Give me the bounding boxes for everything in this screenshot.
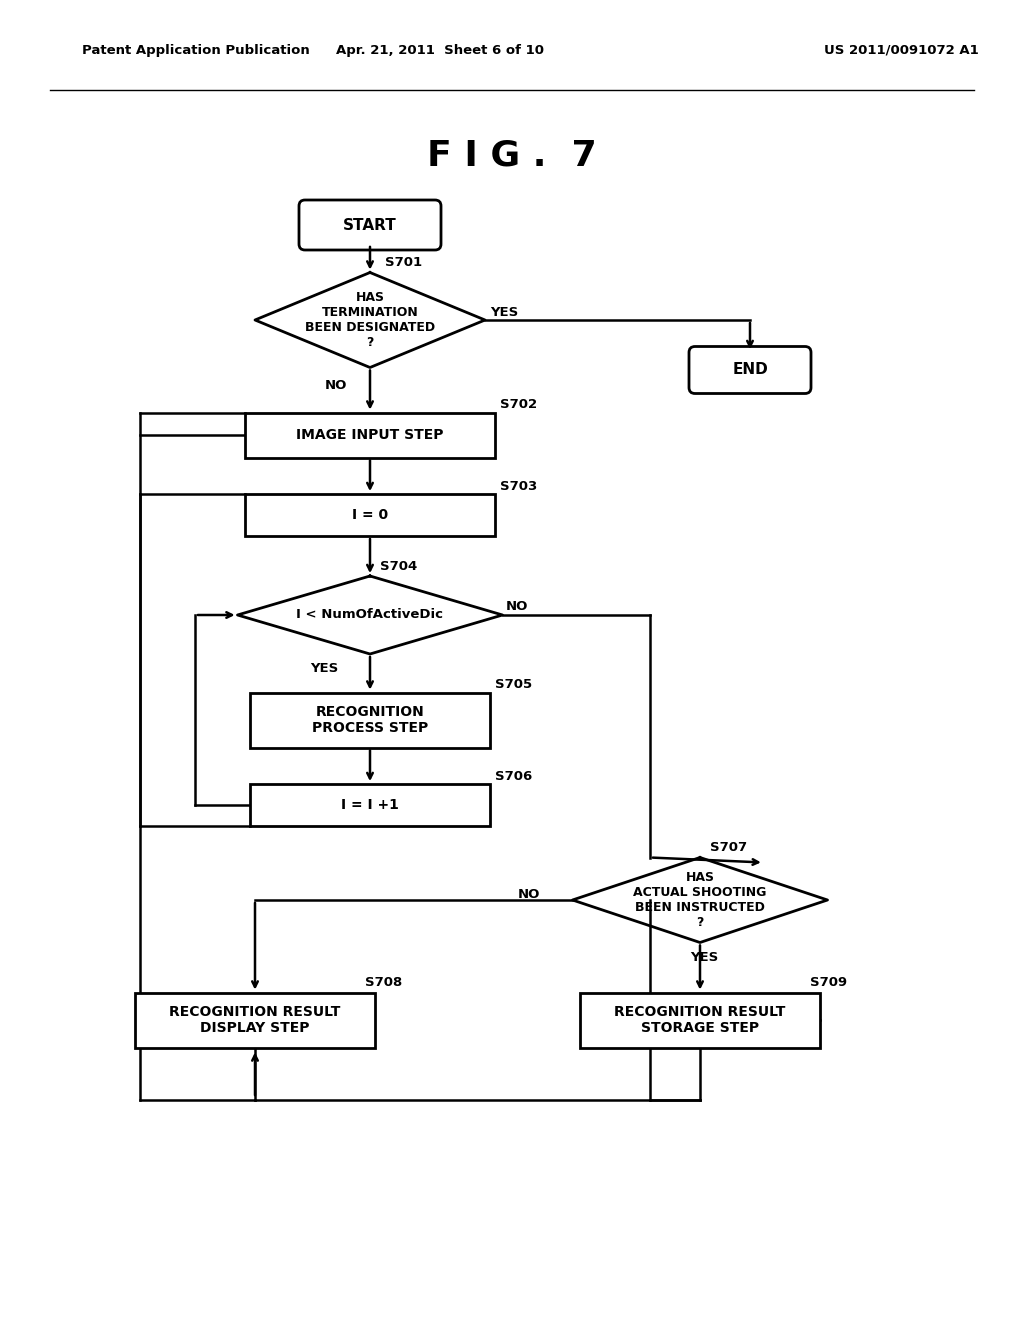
Text: S701: S701 [385,256,422,269]
Text: YES: YES [310,663,338,676]
Bar [135,993,375,1048]
Text: NO: NO [517,888,540,902]
Text: S702: S702 [500,399,538,411]
Polygon shape [572,858,827,942]
Text: S707: S707 [710,841,748,854]
Text: I = I +1: I = I +1 [341,799,399,812]
Polygon shape [238,576,503,653]
Text: I < NumOfActiveDic: I < NumOfActiveDic [297,609,443,622]
Text: RECOGNITION RESULT
STORAGE STEP: RECOGNITION RESULT STORAGE STEP [614,1005,785,1035]
Text: RECOGNITION
PROCESS STEP: RECOGNITION PROCESS STEP [312,705,428,735]
Text: END: END [732,363,768,378]
Text: HAS
ACTUAL SHOOTING
BEEN INSTRUCTED
?: HAS ACTUAL SHOOTING BEEN INSTRUCTED ? [633,871,767,929]
Bar [580,993,820,1048]
Text: RECOGNITION RESULT
DISPLAY STEP: RECOGNITION RESULT DISPLAY STEP [169,1005,341,1035]
Bar [250,784,490,826]
FancyBboxPatch shape [299,201,441,249]
Polygon shape [255,272,485,367]
Text: YES: YES [690,950,718,964]
Text: I = 0: I = 0 [352,508,388,521]
Bar [250,693,490,747]
FancyBboxPatch shape [689,346,811,393]
Text: NO: NO [506,601,528,614]
Text: Patent Application Publication: Patent Application Publication [82,44,309,57]
Text: IMAGE INPUT STEP: IMAGE INPUT STEP [296,428,443,442]
Text: Apr. 21, 2011  Sheet 6 of 10: Apr. 21, 2011 Sheet 6 of 10 [336,44,545,57]
Text: S703: S703 [500,479,538,492]
Bar [245,412,495,458]
Bar [245,494,495,536]
Text: S706: S706 [495,770,532,783]
Text: S705: S705 [495,678,532,690]
Text: HAS
TERMINATION
BEEN DESIGNATED
?: HAS TERMINATION BEEN DESIGNATED ? [305,290,435,348]
Text: S708: S708 [365,975,402,989]
Text: F I G .  7: F I G . 7 [427,139,597,172]
Text: S709: S709 [810,975,847,989]
Text: NO: NO [325,379,347,392]
Text: US 2011/0091072 A1: US 2011/0091072 A1 [823,44,979,57]
Text: S704: S704 [380,560,417,573]
Text: YES: YES [490,305,518,318]
Text: START: START [343,218,397,232]
